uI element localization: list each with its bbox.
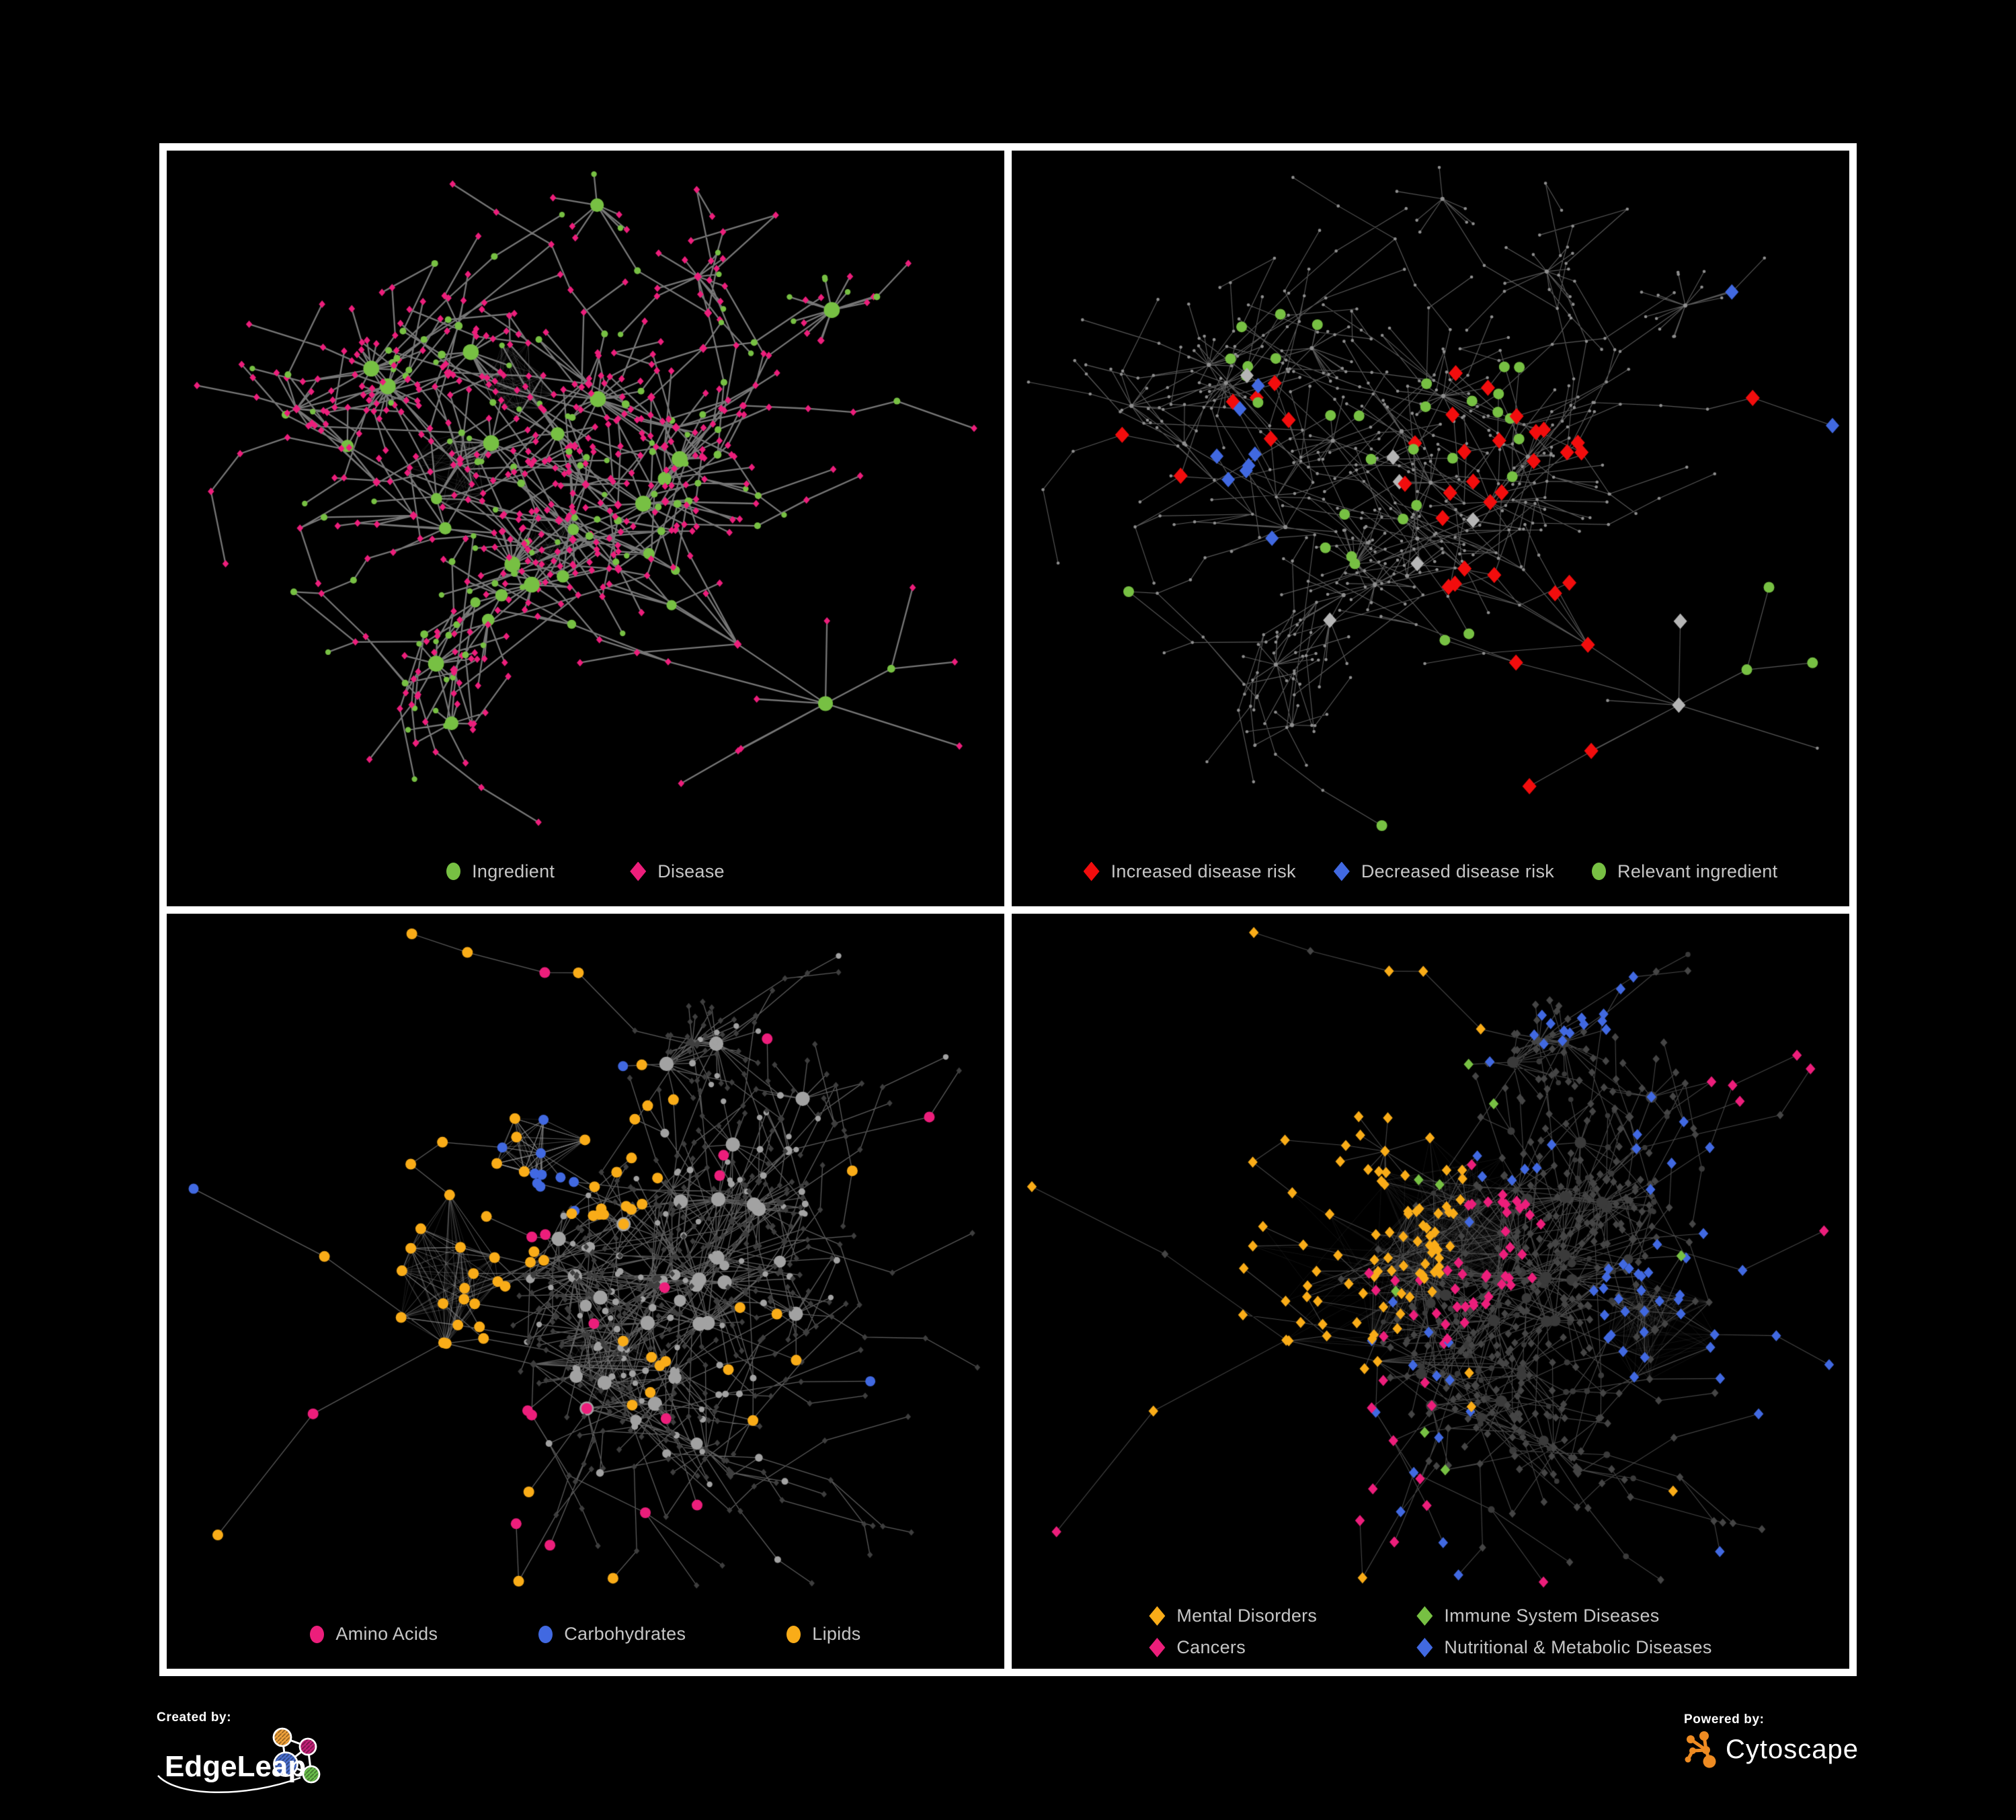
edgeleap-swoosh-icon: [157, 1775, 301, 1793]
disease-risk-network-canvas: [1012, 151, 1849, 906]
legend-label: Decreased disease risk: [1361, 861, 1555, 881]
legend-item-amino-acids: Amino Acids: [310, 1624, 438, 1645]
figure-grid: Ingredient Disease Increased disease risk…: [159, 143, 1857, 1676]
circle-swatch-icon: [310, 1625, 325, 1643]
diamond-swatch-icon: [630, 861, 647, 881]
edgeleap-logo: EdgeLeap: [157, 1727, 321, 1793]
legend-item-increased-disease-risk: Increased disease risk: [1083, 861, 1296, 882]
legend-disease-risk: Increased disease risk Decreased disease …: [1012, 861, 1849, 882]
ingredient-disease-network-canvas: [167, 151, 1004, 906]
diamond-swatch-icon: [1416, 1638, 1433, 1657]
legend-item-mental-disorders: Mental Disorders: [1149, 1606, 1416, 1626]
legend-label: Ingredient: [472, 861, 555, 881]
cytoscape-logo-icon: [1685, 1731, 1716, 1768]
powered-by-label: Powered by:: [1684, 1712, 1765, 1727]
powered-by-block: Powered by: Cytoscape: [1684, 1712, 1859, 1769]
panel-disease-risk: Increased disease risk Decreased disease …: [1012, 151, 1849, 906]
legend-label: Relevant ingredient: [1617, 861, 1778, 881]
panel-nutrient-classes: Amino Acids Carbohydrates Lipids: [167, 913, 1004, 1669]
legend-label: Immune System Diseases: [1444, 1606, 1660, 1626]
diamond-swatch-icon: [1083, 861, 1100, 881]
circle-swatch-icon: [787, 1625, 801, 1643]
legend-label: Cancers: [1176, 1637, 1246, 1657]
legend-label: Nutritional & Metabolic Diseases: [1444, 1637, 1712, 1657]
diamond-swatch-icon: [1149, 1606, 1166, 1626]
legend-item-decreased-disease-risk: Decreased disease risk: [1333, 861, 1555, 882]
edgeleap-wordmark: EdgeLeap: [165, 1750, 306, 1783]
circle-swatch-icon: [538, 1625, 553, 1643]
panel-ingredient-disease: Ingredient Disease: [167, 151, 1004, 906]
legend-label: Mental Disorders: [1176, 1606, 1318, 1626]
legend-item-disease: Disease: [630, 861, 725, 882]
nutrient-classes-network-canvas: [167, 913, 1004, 1669]
legend-item-nutritional-metabolic-diseases: Nutritional & Metabolic Diseases: [1416, 1637, 1711, 1658]
created-by-label: Created by:: [157, 1710, 232, 1725]
legend-label: Lipids: [812, 1624, 861, 1644]
diamond-swatch-icon: [1149, 1638, 1166, 1657]
legend-label: Increased disease risk: [1111, 861, 1296, 881]
legend-item-immune-system-diseases: Immune System Diseases: [1416, 1606, 1711, 1626]
legend-ingredient-disease: Ingredient Disease: [167, 861, 1004, 882]
diamond-swatch-icon: [1333, 861, 1350, 881]
legend-item-relevant-ingredient: Relevant ingredient: [1592, 861, 1777, 882]
cytoscape-wordmark: Cytoscape: [1726, 1734, 1859, 1764]
legend-item-cancers: Cancers: [1149, 1637, 1416, 1658]
legend-item-carbohydrates: Carbohydrates: [538, 1624, 686, 1645]
circle-swatch-icon: [446, 863, 461, 880]
edgeleap-network-nodes-icon: [272, 1727, 321, 1784]
legend-label: Amino Acids: [335, 1624, 438, 1644]
disease-categories-network-canvas: [1012, 913, 1849, 1669]
panel-disease-categories: Mental Disorders Immune System Diseases Ca…: [1012, 913, 1849, 1669]
circle-swatch-icon: [1592, 863, 1607, 880]
legend-label: Disease: [657, 861, 725, 881]
legend-label: Carbohydrates: [564, 1624, 686, 1644]
legend-nutrient-classes: Amino Acids Carbohydrates Lipids: [167, 1624, 1004, 1645]
legend-item-lipids: Lipids: [787, 1624, 860, 1645]
created-by-block: Created by: EdgeLeap: [157, 1710, 333, 1804]
diamond-swatch-icon: [1416, 1606, 1433, 1626]
legend-disease-categories: Mental Disorders Immune System Diseases Ca…: [1149, 1606, 1711, 1658]
legend-item-ingredient: Ingredient: [446, 861, 555, 882]
